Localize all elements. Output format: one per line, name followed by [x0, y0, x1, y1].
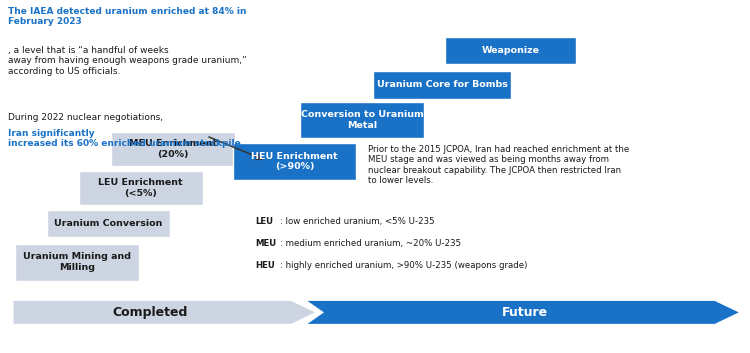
Polygon shape	[308, 301, 739, 324]
Text: Weaponize: Weaponize	[482, 46, 539, 55]
Text: : low enriched uranium, <5% U-235: : low enriched uranium, <5% U-235	[280, 217, 434, 226]
Text: LEU: LEU	[255, 217, 273, 226]
FancyBboxPatch shape	[373, 71, 512, 99]
Text: MEU: MEU	[255, 239, 276, 248]
Text: Conversion to Uranium
Metal: Conversion to Uranium Metal	[301, 110, 423, 130]
Text: HEU Enrichment
(>90%): HEU Enrichment (>90%)	[251, 152, 338, 171]
Text: Prior to the 2015 JCPOA, Iran had reached enrichment at the
MEU stage and was vi: Prior to the 2015 JCPOA, Iran had reache…	[368, 145, 628, 185]
Text: Iran significantly
increased its 60% enriched uranium stockpile.: Iran significantly increased its 60% enr…	[8, 129, 244, 148]
Text: : highly enriched uranium, >90% U-235 (weapons grade): : highly enriched uranium, >90% U-235 (w…	[280, 261, 527, 270]
Text: HEU: HEU	[255, 261, 274, 270]
Text: During 2022 nuclear negotiations,: During 2022 nuclear negotiations,	[8, 113, 165, 122]
Text: LEU Enrichment
(<5%): LEU Enrichment (<5%)	[98, 178, 183, 198]
FancyBboxPatch shape	[445, 37, 576, 64]
Text: Uranium Core for Bombs: Uranium Core for Bombs	[376, 80, 508, 89]
Text: MEU Enrichment
(20%): MEU Enrichment (20%)	[129, 139, 217, 159]
FancyBboxPatch shape	[232, 143, 356, 180]
FancyBboxPatch shape	[79, 171, 203, 205]
Text: Uranium Conversion: Uranium Conversion	[54, 219, 163, 228]
FancyBboxPatch shape	[15, 244, 139, 281]
Polygon shape	[13, 301, 315, 324]
Text: , a level that is “a handful of weeks
away from having enough weapons grade uran: , a level that is “a handful of weeks aw…	[8, 46, 246, 76]
Text: : medium enriched uranium, ~20% U-235: : medium enriched uranium, ~20% U-235	[280, 239, 460, 248]
FancyBboxPatch shape	[300, 102, 424, 138]
Text: Future: Future	[502, 306, 548, 319]
FancyBboxPatch shape	[111, 132, 235, 166]
FancyBboxPatch shape	[46, 210, 170, 237]
Text: Uranium Mining and
Milling: Uranium Mining and Milling	[22, 252, 130, 272]
Text: Completed: Completed	[112, 306, 188, 319]
Text: The IAEA detected uranium enriched at 84% in
February 2023: The IAEA detected uranium enriched at 84…	[8, 7, 246, 26]
